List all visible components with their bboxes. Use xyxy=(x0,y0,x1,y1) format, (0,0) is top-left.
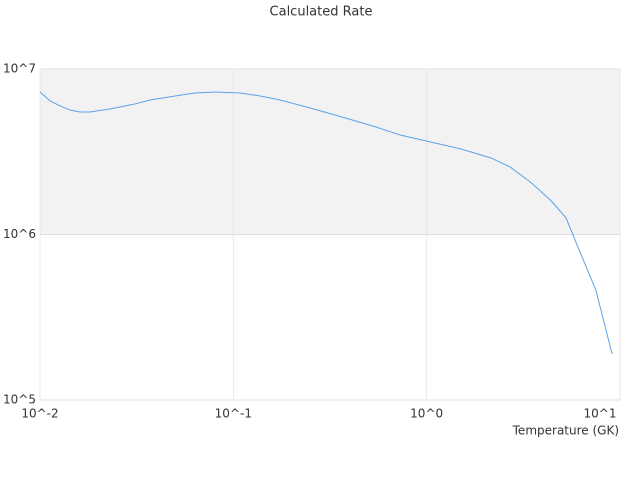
y-tick-label: 10^7 xyxy=(3,62,36,76)
y-tick-label: 10^6 xyxy=(3,227,36,241)
chart-title: Calculated Rate xyxy=(270,5,373,20)
y-tick-label: 10^5 xyxy=(3,393,36,407)
x-tick-label: 10^-2 xyxy=(21,407,58,421)
x-axis-label: Temperature (GK) xyxy=(512,424,619,438)
plot-band xyxy=(40,69,620,235)
x-tick-label: 10^1 xyxy=(584,407,617,421)
x-tick-label: 10^0 xyxy=(410,407,443,421)
x-tick-label: 10^-1 xyxy=(215,407,252,421)
data-line xyxy=(39,91,613,354)
